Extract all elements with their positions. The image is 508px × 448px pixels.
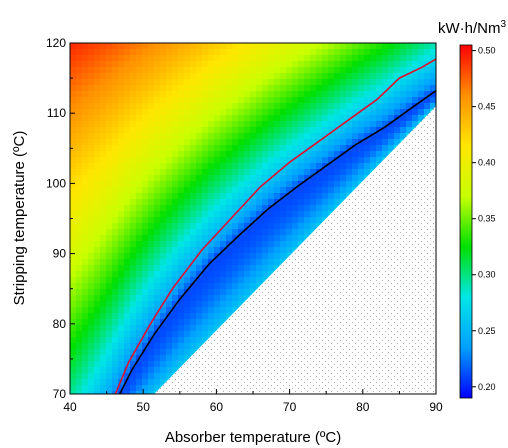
- colorbar-ticks: 0.20 0.25 0.30 0.35 0.40 0.45 0.50: [472, 46, 496, 392]
- x-tick-label: 50: [137, 400, 151, 414]
- y-tick-label: 90: [53, 247, 67, 261]
- y-axis-title: Stripping temperature (ºC): [11, 131, 28, 306]
- colorbar-tick-label: 0.20: [478, 382, 496, 392]
- y-tick-label: 70: [53, 387, 67, 401]
- colorbar-tick-label: 0.45: [478, 102, 496, 112]
- y-axis: 70 80 90 100 110 120: [46, 36, 75, 401]
- colorbar-tick-label: 0.40: [478, 158, 496, 168]
- x-tick-label: 90: [429, 400, 443, 414]
- colorbar: [459, 44, 473, 399]
- series-lines: [114, 58, 436, 394]
- y-tick-label: 80: [53, 317, 67, 331]
- colorbar-tick-label: 0.50: [478, 46, 496, 56]
- series-line-1: [114, 58, 436, 394]
- colorbar-unit: kW·h/Nm3: [438, 19, 507, 37]
- colorbar-tick-label: 0.25: [478, 326, 496, 336]
- colorbar-tick-label: 0.30: [478, 270, 496, 280]
- x-tick-label: 40: [63, 400, 77, 414]
- x-axis-title: Absorber temperature (ºC): [165, 429, 341, 446]
- colorbar-tick-label: 0.35: [478, 214, 496, 224]
- y-tick-label: 100: [46, 176, 66, 190]
- x-axis: 40 50 60 70 80 90: [63, 389, 443, 414]
- colorbar-unit-base: kW·h/Nm: [438, 20, 501, 37]
- infeasible-region-stipple: [154, 106, 436, 395]
- x-tick-label: 60: [210, 400, 224, 414]
- y-tick-label: 110: [47, 106, 66, 120]
- x-tick-label: 70: [283, 400, 297, 414]
- series-line-2: [119, 90, 436, 394]
- y-tick-label: 120: [46, 36, 66, 50]
- colorbar-unit-superscript: 3: [501, 19, 507, 30]
- x-tick-label: 80: [356, 400, 370, 414]
